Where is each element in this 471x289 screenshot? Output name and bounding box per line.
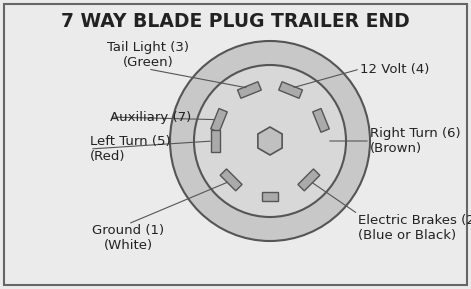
Text: Electric Brakes (2)
(Blue or Black): Electric Brakes (2) (Blue or Black) (358, 214, 471, 242)
Text: Auxiliary (7): Auxiliary (7) (110, 110, 191, 123)
Polygon shape (262, 192, 278, 201)
Polygon shape (279, 82, 302, 98)
Polygon shape (258, 127, 282, 155)
Polygon shape (211, 108, 227, 132)
Polygon shape (211, 130, 219, 152)
Polygon shape (298, 169, 320, 191)
Text: Ground (1)
(White): Ground (1) (White) (92, 224, 164, 252)
Text: Left Turn (5)
(Red): Left Turn (5) (Red) (90, 135, 171, 163)
Polygon shape (313, 108, 329, 132)
Polygon shape (220, 169, 242, 191)
Text: 7 WAY BLADE PLUG TRAILER END: 7 WAY BLADE PLUG TRAILER END (61, 12, 410, 31)
Text: Right Turn (6)
(Brown): Right Turn (6) (Brown) (370, 127, 461, 155)
Circle shape (194, 65, 346, 217)
Text: 12 Volt (4): 12 Volt (4) (360, 62, 430, 75)
Text: Tail Light (3)
(Green): Tail Light (3) (Green) (107, 41, 189, 69)
Circle shape (170, 41, 370, 241)
Polygon shape (237, 82, 261, 98)
